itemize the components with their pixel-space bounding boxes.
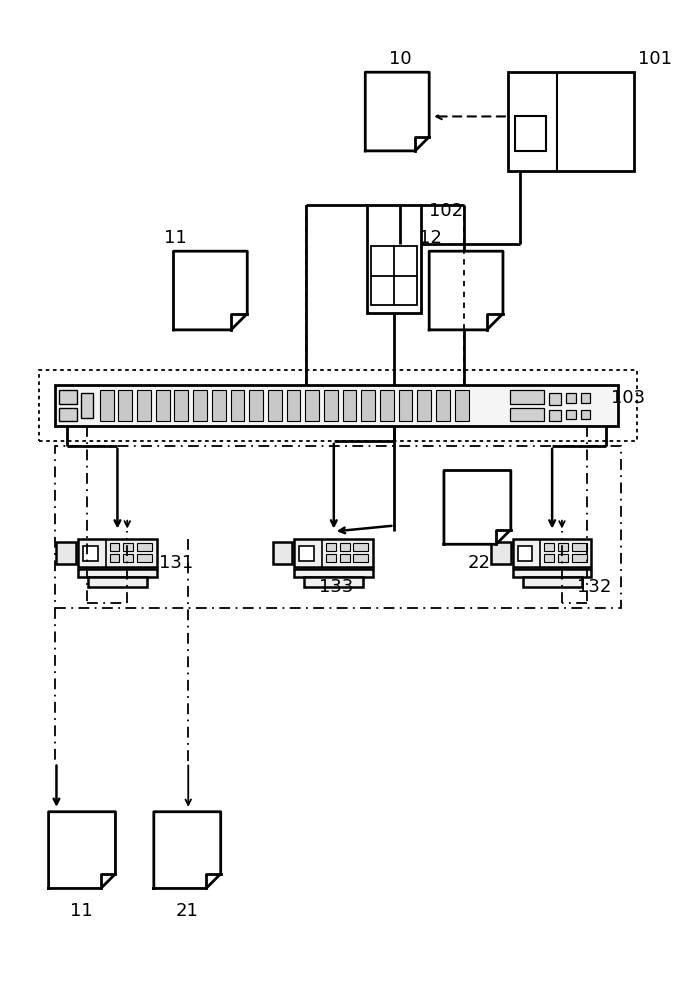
Bar [174,390,188,421]
Bar [353,543,368,551]
Bar [324,390,338,421]
Bar [193,390,207,421]
Bar [353,554,368,562]
Text: 21: 21 [176,902,199,920]
Bar [56,446,621,608]
Bar [81,393,93,418]
Bar [380,390,394,421]
Bar [326,554,336,562]
Bar [361,390,375,421]
Bar [399,390,412,421]
Polygon shape [365,72,429,151]
Bar [340,543,350,551]
Bar [513,569,591,577]
Bar [515,116,546,151]
Bar [508,72,634,171]
Text: 11: 11 [163,229,186,247]
Bar [212,390,226,421]
Bar [56,542,76,564]
Bar [549,393,561,405]
Text: 22: 22 [468,554,491,572]
Bar [566,393,576,403]
Text: 131: 131 [159,554,193,572]
Bar [566,410,576,419]
Text: 102: 102 [429,202,463,220]
Bar [123,543,133,551]
Bar [83,546,98,561]
Text: 132: 132 [577,578,611,596]
Bar [300,546,314,561]
Bar [78,569,157,577]
Bar [137,390,151,421]
Polygon shape [444,470,511,544]
Bar [518,546,532,561]
Bar [100,390,113,421]
Bar [572,554,586,562]
Bar [305,390,319,421]
Bar [156,390,170,421]
Bar [549,410,561,421]
Bar [39,370,637,441]
Bar [580,410,591,419]
Bar [273,542,292,564]
Bar [250,390,263,421]
Polygon shape [154,812,221,888]
Bar [510,408,544,421]
Bar [110,554,119,562]
Bar [510,390,544,404]
Bar [137,554,152,562]
Bar [455,390,468,421]
Bar [231,390,244,421]
Text: 133: 133 [319,578,353,596]
Text: 12: 12 [420,229,442,247]
Bar [60,390,77,404]
Bar [544,543,554,551]
Text: 101: 101 [638,50,672,68]
Bar [287,390,300,421]
Bar [513,539,591,567]
Bar [56,385,618,426]
Bar [340,554,350,562]
Text: 103: 103 [611,389,645,407]
Bar [491,542,511,564]
Bar [580,393,591,403]
Bar [88,577,147,587]
Bar [558,543,568,551]
Bar [137,543,152,551]
Bar [544,554,554,562]
Text: 10: 10 [389,50,412,68]
Bar [294,569,373,577]
Bar [326,543,336,551]
Bar [119,390,132,421]
Bar [78,539,157,567]
Bar [110,543,119,551]
Bar [418,390,431,421]
Bar [342,390,357,421]
Bar [371,246,418,305]
Bar [294,539,373,567]
Bar [60,408,77,421]
Bar [436,390,450,421]
Polygon shape [49,812,115,888]
Text: 11: 11 [71,902,93,920]
Bar [523,577,582,587]
Bar [572,543,586,551]
Bar [367,205,421,313]
Polygon shape [429,251,503,330]
Bar [304,577,363,587]
Bar [558,554,568,562]
Polygon shape [174,251,247,330]
Bar [268,390,281,421]
Bar [123,554,133,562]
